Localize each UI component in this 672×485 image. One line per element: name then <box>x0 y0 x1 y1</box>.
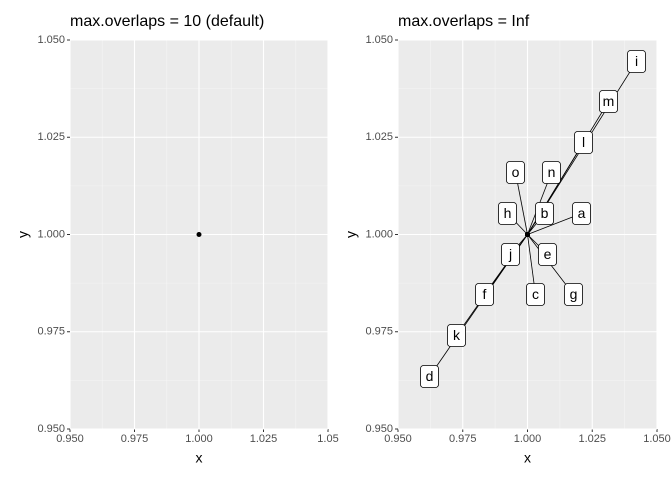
label-box <box>564 283 583 306</box>
label-box <box>574 131 593 154</box>
point-label: m <box>603 93 615 109</box>
x-tick-label: 0.975 <box>449 433 477 445</box>
x-tick-label: 0.950 <box>56 433 84 445</box>
point <box>525 232 530 237</box>
point-label: i <box>635 53 638 69</box>
point-label: b <box>541 205 549 221</box>
label-box <box>420 365 439 388</box>
y-tick-label: 1.050 <box>37 34 65 46</box>
label-box <box>535 202 554 225</box>
point-label: c <box>532 286 539 302</box>
label-box <box>501 243 520 266</box>
x-tick-label: 0.950 <box>384 433 412 445</box>
point-label: f <box>483 286 487 302</box>
y-tick-label: 1.025 <box>365 131 393 143</box>
label-box <box>538 243 557 266</box>
y-tick-label: 1.025 <box>37 131 65 143</box>
label-box <box>498 202 517 225</box>
y-axis-label: y <box>343 231 359 238</box>
x-axis-label: x <box>196 450 203 466</box>
label-box <box>506 161 525 184</box>
point-label: a <box>578 205 586 221</box>
chart-title: max.overlaps = 10 (default) <box>70 13 264 30</box>
x-tick-label: 1.050 <box>643 433 671 445</box>
x-tick-label: 1.05 <box>317 433 338 445</box>
point-label: h <box>504 205 512 221</box>
label-box <box>599 90 618 113</box>
x-tick-label: 1.025 <box>250 433 278 445</box>
y-tick-label: 1.050 <box>365 34 393 46</box>
point-label: j <box>508 246 512 262</box>
point-label: n <box>548 164 556 180</box>
label-box <box>447 324 466 347</box>
point <box>196 232 202 237</box>
x-tick-label: 0.975 <box>121 433 149 445</box>
y-tick-label: 1.000 <box>365 228 393 240</box>
y-tick-label: 0.975 <box>37 326 65 338</box>
point-label: o <box>512 164 520 180</box>
y-axis-label: y <box>15 231 31 238</box>
y-tick-label: 0.950 <box>37 423 65 435</box>
label-box <box>542 161 561 184</box>
label-box <box>475 283 494 306</box>
label-box <box>572 202 591 225</box>
x-axis-label: x <box>524 450 531 466</box>
y-tick-label: 1.000 <box>37 228 65 240</box>
point-label: d <box>426 368 434 384</box>
x-tick-label: 1.025 <box>578 433 606 445</box>
label-box <box>526 283 545 306</box>
label-box <box>627 50 646 73</box>
point-label: e <box>544 246 552 262</box>
point-label: l <box>582 134 585 150</box>
y-tick-label: 0.950 <box>365 423 393 435</box>
x-tick-label: 1.000 <box>514 433 542 445</box>
chart-title: max.overlaps = Inf <box>398 13 530 30</box>
point-label: k <box>453 327 461 343</box>
point-label: g <box>570 286 578 302</box>
y-tick-label: 0.975 <box>365 326 393 338</box>
x-tick-label: 1.000 <box>185 433 213 445</box>
